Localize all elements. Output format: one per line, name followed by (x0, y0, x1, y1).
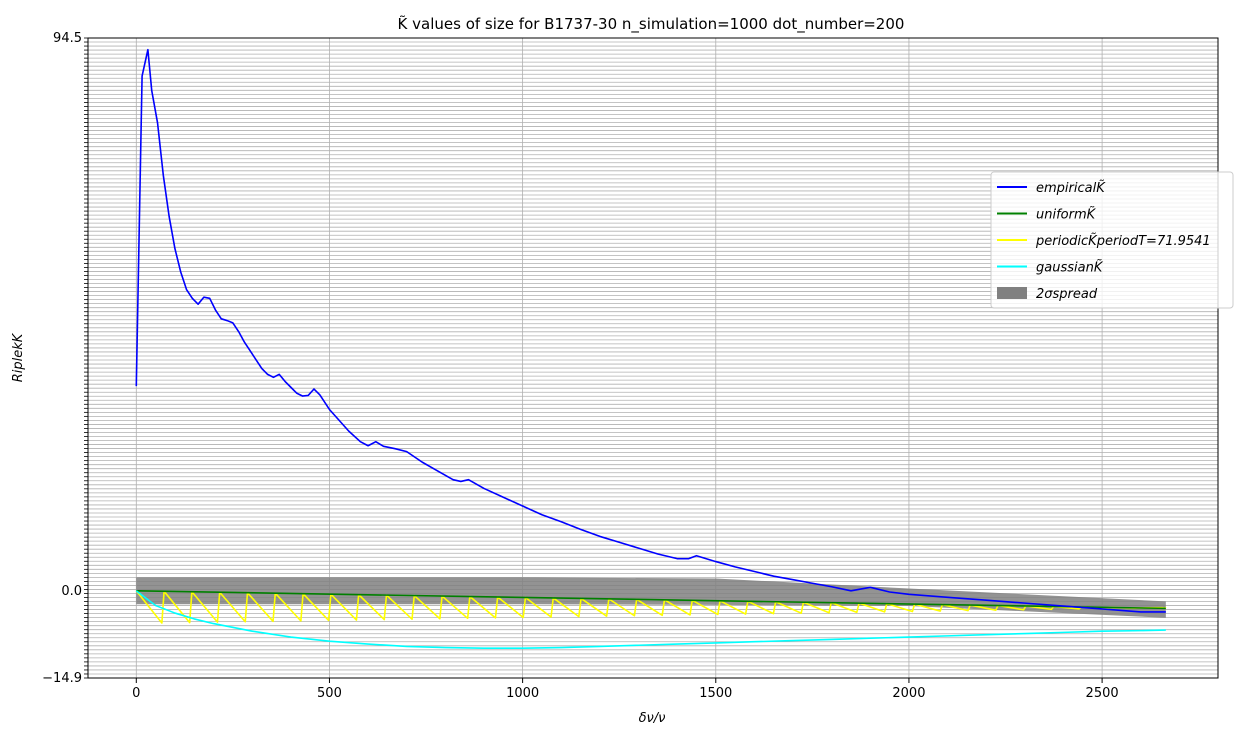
plot-area (87, 37, 1219, 679)
y-tick-label: 0.0 (61, 584, 82, 599)
x-tick-label: 0 (132, 686, 140, 701)
legend-items: empiricalK̃ uniformK̃ periodicK̃periodT=71… (997, 181, 1211, 302)
chart-title: K̃ values of size for B1737-30 n_simulat… (398, 14, 905, 34)
x-axis: 0 500 1000 1500 2000 2500 (132, 678, 1119, 701)
plot-frame (87, 37, 1219, 679)
legend-label: empiricalK̃ (1036, 181, 1106, 196)
series-layer (135, 48, 1167, 649)
x-tick-label: 2000 (892, 686, 925, 701)
y-tick-label: −14.9 (42, 671, 82, 686)
x-tick-label: 2500 (1086, 686, 1119, 701)
y-axis-label: RiplekK (11, 332, 26, 382)
x-gridlines (135, 38, 1103, 678)
plot-background (88, 38, 1218, 678)
series-empirical-line (135, 48, 1166, 613)
legend-label: 2σspread (1036, 287, 1098, 302)
x-tick-label: 1000 (506, 686, 539, 701)
legend: empiricalK̃ uniformK̃ periodicK̃periodT=71… (990, 171, 1234, 309)
legend-label: periodicK̃periodT=71.9541 (1035, 234, 1211, 249)
y-axis: 94.5 0.0 −14.9 (42, 31, 88, 686)
y-tick-label: 94.5 (53, 31, 82, 46)
y-gridlines (88, 37, 1218, 679)
series-uniform-line (136, 590, 1166, 610)
x-axis-label: δν/ν (639, 711, 666, 726)
legend-label: uniformK̃ (1036, 207, 1097, 222)
legend-label: gaussianK̃ (1036, 260, 1104, 275)
x-tick-label: 500 (317, 686, 342, 701)
legend-patch (997, 287, 1027, 299)
x-tick-label: 1500 (699, 686, 732, 701)
series-gaussian-line (135, 590, 1166, 649)
legend-box (990, 171, 1234, 309)
series-periodic-line (135, 590, 1167, 624)
spread-band (136, 577, 1166, 618)
